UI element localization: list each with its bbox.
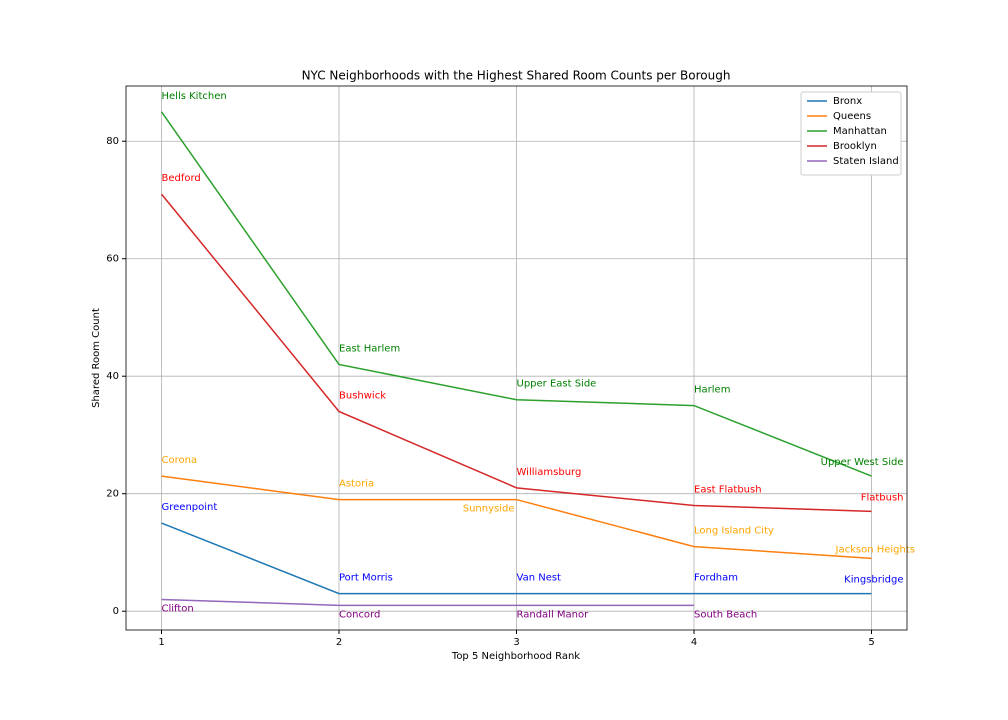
line [161,598,694,607]
point-label: Corona [162,455,198,466]
point-label: East Flatbush [694,484,762,495]
point-label: Williamsburg [517,467,582,478]
point-label: Fordham [694,573,738,584]
x-axis-label: Top 5 Neighborhood Rank [451,651,580,662]
y-axis-label: Shared Room Count [91,308,102,408]
point-label: Concord [339,609,380,620]
legend-label: Staten Island [833,156,899,167]
legend-label: Brooklyn [833,141,877,152]
y-tick-label: 0 [113,606,119,617]
point-label: Bedford [162,173,201,184]
point-label: Upper West Side [821,457,904,468]
point-label: Jackson Heights [835,544,915,555]
chart-title: NYC Neighborhoods with the Highest Share… [302,69,731,83]
legend-box [800,91,902,176]
legend-label: Bronx [833,96,862,107]
y-tick-label: 60 [106,254,119,265]
point-label: Upper East Side [517,379,597,390]
legend-label: Manhattan [833,126,887,137]
point-label: Astoria [339,479,374,490]
line [160,193,872,513]
x-tick-label: 1 [158,637,164,648]
x-tick-label: 4 [691,637,697,648]
line [161,475,872,560]
point-label: Greenpoint [162,502,218,513]
y-tick-label: 40 [106,371,119,382]
point-label: East Harlem [339,343,400,354]
point-label: Flatbush [861,492,904,503]
point-label: Long Island City [694,526,774,537]
point-label: Port Morris [339,573,393,584]
y-tick-label: 20 [106,489,119,500]
plot-frame [125,85,908,631]
point-label: Randall Manor [517,609,590,620]
point-label: Sunnyside [463,504,515,515]
x-tick-label: 3 [513,637,519,648]
line [160,111,872,477]
x-tick-label: 2 [336,637,342,648]
y-tick-label: 80 [106,136,119,147]
legend-label: Queens [833,111,871,122]
point-label: Clifton [162,603,194,614]
point-label: Kingsbridge [844,575,903,586]
point-label: Van Nest [517,573,562,584]
point-label: South Beach [694,609,757,620]
line [161,522,872,595]
point-label: Hells Kitchen [162,91,227,102]
point-label: Harlem [694,385,730,396]
x-tick-label: 5 [868,637,874,648]
point-label: Bushwick [339,390,386,401]
